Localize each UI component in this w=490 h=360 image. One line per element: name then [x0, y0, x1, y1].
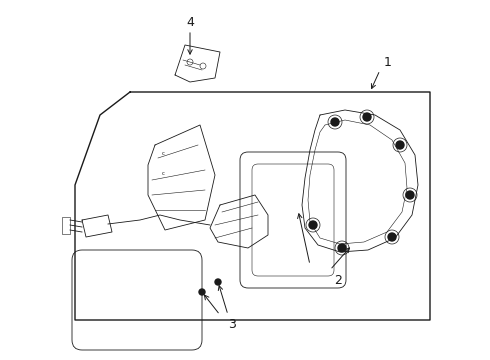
Circle shape — [338, 244, 346, 252]
Bar — [62, 217, 70, 234]
Text: 2: 2 — [334, 274, 342, 287]
Text: c: c — [162, 171, 165, 176]
Circle shape — [396, 141, 404, 149]
Circle shape — [406, 191, 414, 199]
Circle shape — [388, 233, 396, 241]
Text: 1: 1 — [384, 55, 392, 68]
Circle shape — [363, 113, 371, 121]
Circle shape — [309, 221, 317, 229]
Circle shape — [331, 118, 339, 126]
Text: 4: 4 — [186, 15, 194, 28]
Text: c: c — [162, 151, 165, 156]
Circle shape — [199, 289, 205, 295]
Text: 3: 3 — [228, 319, 236, 332]
Circle shape — [215, 279, 221, 285]
